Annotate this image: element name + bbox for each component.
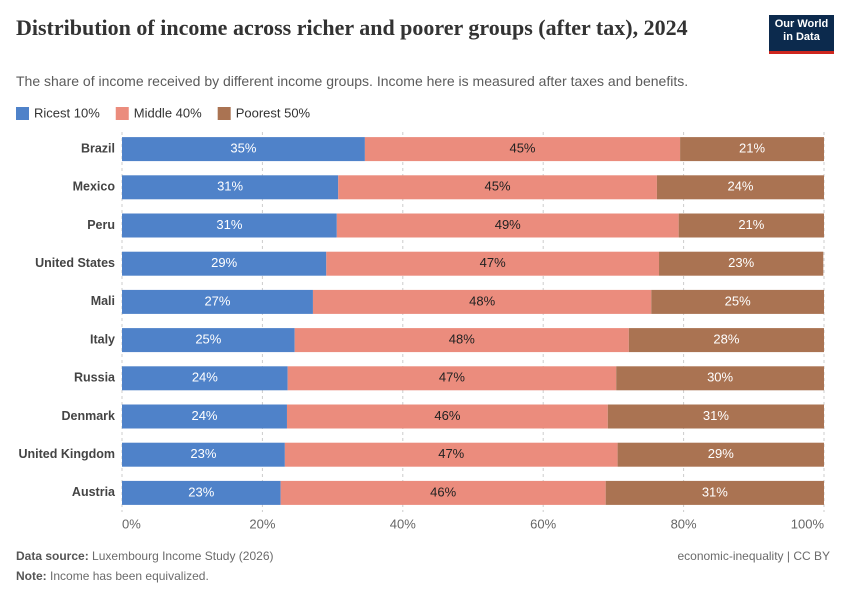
value-label: 23% <box>190 446 216 461</box>
value-label: 35% <box>230 141 256 156</box>
category-label: Mali <box>91 294 115 308</box>
x-tick-label: 100% <box>791 516 825 531</box>
bar-segment <box>122 366 288 391</box>
bar-segment <box>122 404 287 429</box>
category-label: Denmark <box>62 409 116 423</box>
value-label: 24% <box>191 408 217 423</box>
bar-segment <box>122 137 365 162</box>
bar-segment <box>122 213 337 238</box>
category-label: Peru <box>87 218 115 232</box>
x-tick-label: 0% <box>122 516 141 531</box>
bar-segment <box>656 175 824 200</box>
source: Data source: Luxembourg Income Study (20… <box>16 549 273 563</box>
category-label: United States <box>35 256 115 270</box>
value-label: 29% <box>708 446 734 461</box>
x-tick-label: 20% <box>249 516 275 531</box>
source-label: Data source: <box>16 549 89 563</box>
bar-segment <box>287 366 617 391</box>
bar-segment <box>651 289 824 314</box>
bar-segment <box>280 480 606 505</box>
legend-label: Ricest 10% <box>34 105 100 120</box>
category-label: United Kingdom <box>18 447 115 461</box>
bar-segment <box>326 251 660 276</box>
value-label: 48% <box>469 293 495 308</box>
bar-segment <box>284 442 618 467</box>
bar-segment <box>605 480 824 505</box>
value-label: 47% <box>439 370 465 385</box>
value-label: 46% <box>434 408 460 423</box>
x-tick-label: 60% <box>530 516 556 531</box>
legend-label: Poorest 50% <box>236 105 311 120</box>
bar-segment <box>617 442 824 467</box>
legend-swatch <box>217 107 231 120</box>
note-text: Income has been equivalized. <box>50 569 209 583</box>
value-label: 23% <box>188 484 214 499</box>
value-label: 48% <box>449 332 475 347</box>
bar-segment <box>336 213 679 238</box>
license[interactable]: economic-inequality | CC BY <box>677 549 830 563</box>
bar-segment <box>122 480 281 505</box>
value-label: 31% <box>703 408 729 423</box>
bar-segment <box>659 251 824 276</box>
bar-segment <box>607 404 824 429</box>
value-label: 27% <box>204 293 230 308</box>
logo-line: Our World <box>774 18 829 30</box>
bar-segment <box>312 289 652 314</box>
value-label: 24% <box>192 370 218 385</box>
bar-segment <box>286 404 608 429</box>
value-label: 23% <box>728 255 754 270</box>
value-label: 31% <box>216 217 242 232</box>
logo[interactable]: Our World in Data <box>769 15 834 54</box>
value-label: 30% <box>707 370 733 385</box>
x-tick-label: 80% <box>671 516 697 531</box>
bar-segment <box>122 289 313 314</box>
category-label: Brazil <box>81 141 115 155</box>
category-label: Russia <box>74 371 116 385</box>
bar-segment <box>678 213 824 238</box>
bar-segment <box>294 328 629 353</box>
value-label: 28% <box>713 332 739 347</box>
category-label: Austria <box>72 485 116 499</box>
logo-line: in Data <box>783 31 820 43</box>
category-label: Italy <box>90 332 115 346</box>
value-label: 21% <box>739 141 765 156</box>
value-label: 46% <box>430 484 456 499</box>
chart-title: Distribution of income across richer and… <box>16 15 688 40</box>
bar-segment <box>122 328 295 353</box>
bar-segment <box>338 175 657 200</box>
bar-segment <box>616 366 824 391</box>
bar-segment <box>680 137 824 162</box>
bar-segment <box>628 328 824 353</box>
value-label: 24% <box>727 179 753 194</box>
legend-swatch <box>16 107 29 120</box>
value-label: 21% <box>738 217 764 232</box>
note: Note: Income has been equivalized. <box>16 569 209 583</box>
value-label: 25% <box>195 332 221 347</box>
value-label: 45% <box>509 141 535 156</box>
bar-segment <box>122 442 285 467</box>
legend-swatch <box>115 107 129 120</box>
value-label: 31% <box>702 484 728 499</box>
value-label: 29% <box>211 255 237 270</box>
value-label: 47% <box>438 446 464 461</box>
x-tick-label: 40% <box>390 516 416 531</box>
value-label: 47% <box>480 255 506 270</box>
legend-label: Middle 40% <box>134 105 202 120</box>
value-label: 45% <box>485 179 511 194</box>
bar-segment <box>364 137 681 162</box>
value-label: 49% <box>495 217 521 232</box>
bar-segment <box>122 175 339 200</box>
note-label: Note: <box>16 569 47 583</box>
category-label: Mexico <box>73 180 116 194</box>
value-label: 31% <box>217 179 243 194</box>
chart-subtitle: The share of income received by differen… <box>16 73 689 89</box>
value-label: 25% <box>725 293 751 308</box>
source-text: Luxembourg Income Study (2026) <box>92 549 274 563</box>
bar-segment <box>122 251 327 276</box>
